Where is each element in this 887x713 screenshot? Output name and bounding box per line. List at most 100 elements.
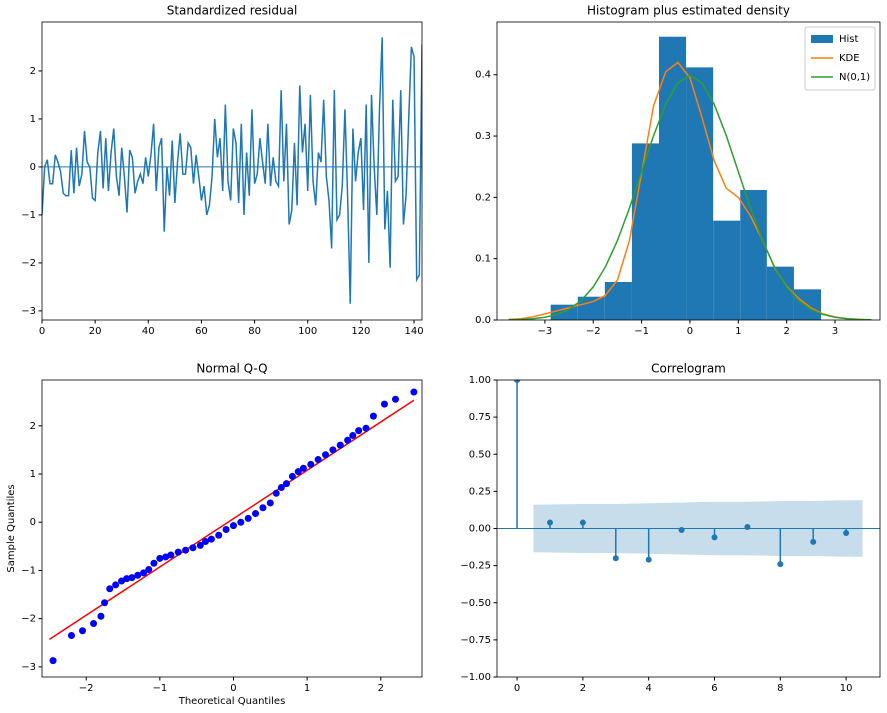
qq-point [150, 559, 158, 567]
axes-title: Histogram plus estimated density [587, 4, 790, 18]
stem-marker [612, 555, 619, 562]
stem-marker [843, 529, 850, 536]
x-tick-label: 8 [777, 683, 783, 694]
qq-point [314, 456, 322, 464]
x-tick-label: 0 [514, 683, 520, 694]
stem-marker [514, 380, 521, 383]
y-tick-label: −0.75 [460, 635, 491, 646]
x-tick-label: −2 [79, 683, 94, 694]
y-tick-label: −2 [21, 614, 36, 625]
x-tick-label: 100 [298, 326, 317, 337]
density-line [508, 74, 872, 320]
qq-point [97, 612, 105, 620]
x-tick-label: 4 [645, 683, 651, 694]
y-tick-label: −1 [21, 565, 36, 576]
y-tick-label: 0.0 [475, 315, 491, 326]
y-tick-label: 0.3 [475, 131, 491, 142]
x-tick-label: 60 [195, 326, 208, 337]
qq-point [336, 441, 344, 449]
axes-frame [496, 21, 881, 321]
qq-point [259, 504, 267, 512]
x-tick-label: 2 [783, 326, 789, 337]
qq-point [282, 480, 290, 488]
qq-point [128, 574, 136, 582]
stem-marker [546, 519, 553, 526]
qq-point [307, 460, 315, 468]
qq-point [49, 657, 57, 665]
y-tick-label: 1.00 [469, 375, 491, 386]
qq-point [391, 395, 399, 403]
qq-point [207, 535, 215, 543]
qq-point [112, 581, 120, 589]
qq-point [145, 565, 153, 573]
stem-marker [645, 556, 652, 563]
qq-point [67, 632, 75, 640]
qq-point [201, 538, 209, 546]
y-tick-label: 1 [30, 114, 36, 125]
x-tick-label: −2 [586, 326, 601, 337]
qq-point [355, 427, 363, 435]
qq-point [196, 541, 204, 549]
stem-marker [810, 538, 817, 545]
qq-point [277, 484, 285, 492]
y-tick-label: −3 [21, 662, 36, 673]
x-tick-label: 120 [351, 326, 370, 337]
axes-title: Correlogram [651, 362, 726, 376]
qq-point [369, 412, 377, 420]
x-tick-label: 2 [378, 683, 384, 694]
x-tick-label: 1 [735, 326, 741, 337]
qq-point [362, 424, 370, 432]
x-tick-label: 0 [687, 326, 693, 337]
y-tick-label: 0.4 [475, 70, 491, 81]
hist-bar [577, 296, 605, 320]
x-tick-label: 0 [230, 683, 236, 694]
qq-point [299, 464, 307, 472]
stem-marker [744, 524, 751, 531]
y-tick-label: −0.25 [460, 561, 491, 572]
qq-point [244, 514, 252, 522]
hist-bar [766, 266, 794, 320]
stem-marker [678, 526, 685, 533]
qq-point [79, 627, 87, 635]
hist-bar [631, 143, 660, 320]
legend-label: Hist [839, 34, 859, 45]
y-tick-label: 0 [30, 517, 36, 528]
qq-point [167, 551, 175, 559]
y-tick-label: 0.1 [475, 254, 491, 265]
axes-title: Normal Q-Q [196, 362, 267, 376]
plot-area [48, 388, 418, 665]
y-tick-label: −0.50 [460, 598, 491, 609]
y-axis-label: Sample Quantiles [6, 484, 17, 572]
y-tick-label: 0.75 [469, 412, 491, 423]
hist-bar [686, 67, 714, 320]
plot-area [42, 37, 422, 304]
qq-point [329, 446, 337, 454]
axes-frame [41, 379, 423, 678]
x-tick-label: 6 [711, 683, 717, 694]
stem-marker [711, 534, 718, 541]
qq-point [272, 489, 280, 497]
qq-point [322, 451, 330, 459]
x-tick-label: 20 [89, 326, 102, 337]
y-tick-label: 1 [30, 469, 36, 480]
qq-point [222, 525, 230, 533]
qq-point [294, 468, 302, 476]
qq-point [266, 499, 274, 507]
qq-point [182, 546, 190, 554]
y-tick-label: 0.00 [469, 524, 491, 535]
y-tick-label: 2 [30, 421, 36, 432]
legend-label: KDE [839, 53, 860, 64]
qq-point [237, 518, 245, 526]
x-tick-label: 140 [404, 326, 423, 337]
legend-label: N(0,1) [839, 72, 870, 83]
plot-area [508, 36, 872, 320]
y-tick-label: 0.50 [469, 449, 491, 460]
qq-point [140, 569, 148, 577]
qq-point [344, 436, 352, 444]
x-tick-label: 2 [580, 683, 586, 694]
stem-marker [777, 561, 784, 568]
qq-point [229, 522, 237, 530]
hist-bar [740, 190, 767, 320]
x-tick-label: 80 [248, 326, 261, 337]
